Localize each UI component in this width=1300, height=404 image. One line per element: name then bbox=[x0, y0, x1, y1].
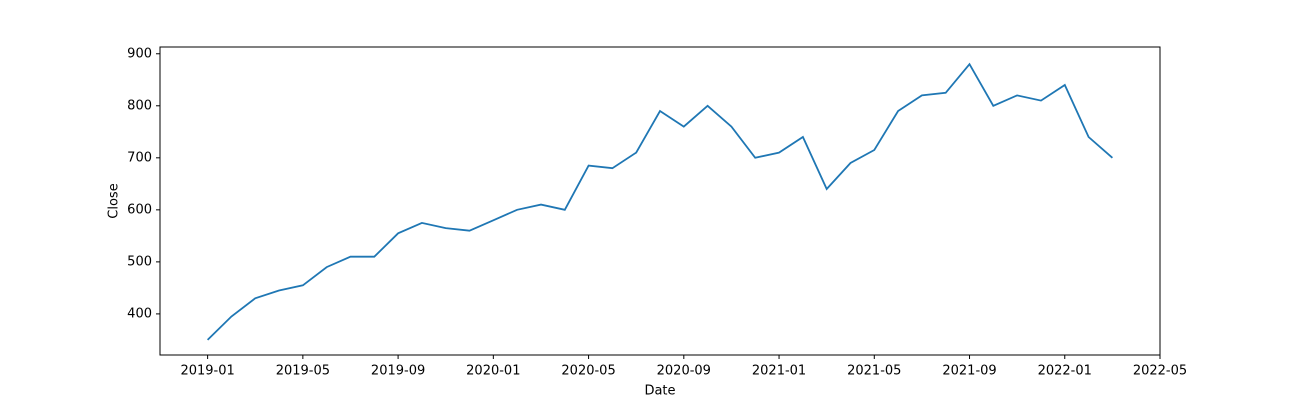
x-tick-label: 2019-09 bbox=[371, 364, 425, 379]
x-tick-label: 2021-09 bbox=[942, 364, 996, 379]
x-tick-label: 2021-05 bbox=[847, 364, 901, 379]
x-tick-label: 2022-05 bbox=[1133, 364, 1187, 379]
x-tick-label: 2020-01 bbox=[466, 364, 520, 379]
x-tick-label: 2019-01 bbox=[180, 364, 234, 379]
x-tick-label: 2020-05 bbox=[561, 364, 615, 379]
x-tick-label: 2019-05 bbox=[276, 364, 330, 379]
y-tick-label: 800 bbox=[127, 98, 152, 113]
y-tick-label: 600 bbox=[127, 202, 152, 217]
y-tick-label: 400 bbox=[127, 306, 152, 321]
x-tick-label: 2022-01 bbox=[1038, 364, 1092, 379]
x-tick-label: 2021-01 bbox=[752, 364, 806, 379]
y-tick-label: 700 bbox=[127, 150, 152, 165]
x-tick-label: 2020-09 bbox=[657, 364, 711, 379]
plot-frame bbox=[159, 46, 1161, 356]
y-tick-label: 900 bbox=[127, 46, 152, 61]
y-tick-label: 500 bbox=[127, 254, 152, 269]
y-axis-label: Close bbox=[107, 183, 122, 218]
x-axis-label: Date bbox=[644, 384, 675, 399]
line bbox=[206, 62, 1113, 341]
